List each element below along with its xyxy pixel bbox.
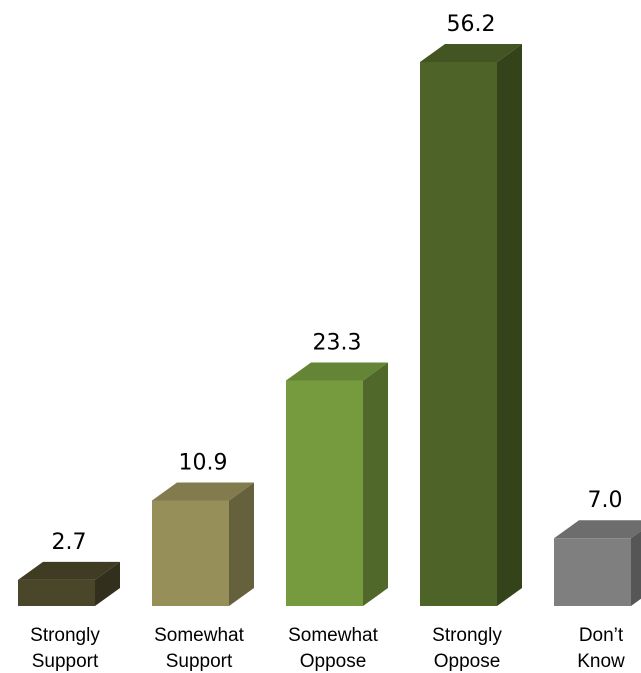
bar-top-face (18, 561, 120, 580)
category-label: Somewhat (154, 625, 244, 646)
category-label: Don’t (579, 625, 624, 646)
bar-top-face (152, 482, 254, 501)
category-label: Strongly (30, 625, 100, 646)
bar-1: 2.7 (18, 530, 120, 606)
bar-front-face (554, 538, 631, 606)
category-label: Oppose (434, 651, 501, 672)
bar-3: 23.3 (286, 330, 388, 606)
category-label: Know (577, 651, 625, 672)
category-label: Support (166, 651, 233, 672)
bar-4: 56.2 (420, 12, 522, 606)
bar-front-face (286, 380, 363, 606)
bar-top-face (286, 362, 388, 381)
bar-front-face (152, 500, 229, 606)
bar-front-face (420, 62, 497, 606)
bar-5: 7.0 (554, 488, 641, 606)
category-label: Strongly (432, 625, 502, 646)
bar-side-face (363, 362, 388, 606)
bar-side-face (95, 561, 120, 606)
data-label: 10.9 (179, 450, 228, 475)
bar-top-face (554, 520, 641, 539)
bar-front-face (18, 579, 95, 606)
bar-side-face (229, 482, 254, 606)
data-label: 56.2 (447, 12, 496, 37)
bar-side-face (631, 531, 641, 606)
category-label: Somewhat (288, 625, 378, 646)
category-label: Oppose (300, 651, 367, 672)
bar-side-face (497, 44, 522, 606)
data-label: 23.3 (313, 330, 362, 355)
bar-top-face (420, 44, 522, 62)
category-label: Support (32, 651, 99, 672)
data-label: 2.7 (52, 530, 87, 555)
bar-2: 10.9 (152, 450, 254, 606)
data-label: 7.0 (588, 488, 623, 513)
